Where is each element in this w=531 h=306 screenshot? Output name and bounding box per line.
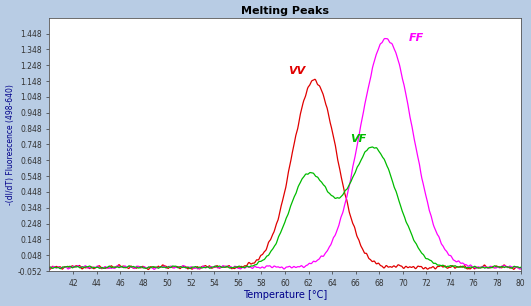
X-axis label: Temperature [°C]: Temperature [°C] — [243, 290, 327, 300]
Y-axis label: -(dI/dT) Fluorescence (498-640): -(dI/dT) Fluorescence (498-640) — [5, 84, 14, 205]
Text: VV: VV — [288, 66, 306, 76]
Text: VF: VF — [350, 134, 366, 144]
Title: Melting Peaks: Melting Peaks — [241, 6, 329, 16]
Text: FF: FF — [409, 33, 424, 43]
